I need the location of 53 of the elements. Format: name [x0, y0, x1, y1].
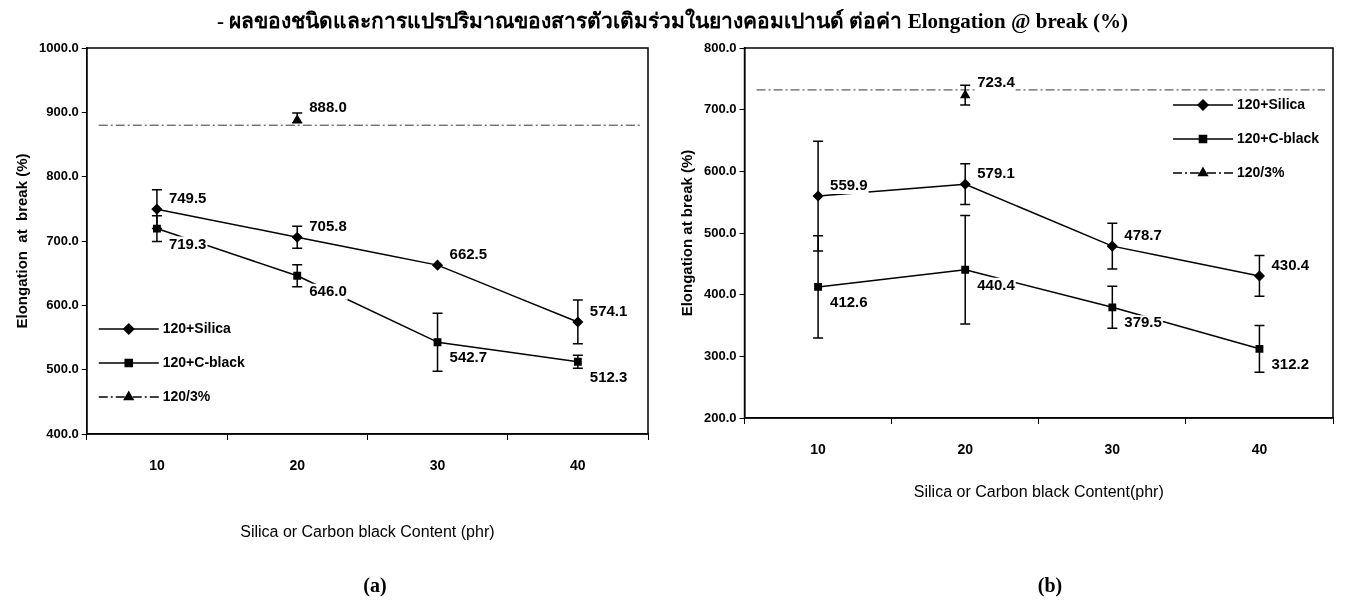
- data-label: 512.3: [589, 367, 628, 385]
- y-tick-label: 700.0: [46, 232, 79, 248]
- data-label: 723.4: [977, 73, 1016, 91]
- legend-label: 120+Silica: [162, 319, 232, 336]
- data-label: 705.8: [309, 217, 347, 235]
- text: (b): [1036, 574, 1064, 597]
- x-tick-label: 40: [1251, 441, 1268, 458]
- y-tick-label: 400.0: [703, 286, 737, 302]
- y-axis-title: Elongation at break (%): [678, 149, 696, 317]
- y-tick-label: 1000.0: [39, 39, 79, 55]
- legend-label: 120+Silica: [1237, 95, 1306, 112]
- data-label: 559.9: [830, 176, 868, 194]
- y-tick-label: 600.0: [46, 296, 79, 312]
- x-tick-label: 30: [429, 457, 446, 474]
- legend-label: 120/3%: [1237, 163, 1286, 180]
- text: (a): [362, 574, 388, 597]
- data-label: 646.0: [309, 281, 347, 299]
- data-label: 574.1: [589, 302, 628, 320]
- y-axis-title: Elongation at break (%): [13, 153, 31, 329]
- y-tick-label: 500.0: [46, 361, 79, 377]
- data-label: 440.4: [977, 275, 1016, 293]
- y-tick-label: 600.0: [703, 162, 737, 178]
- data-label: 749.5: [168, 189, 207, 207]
- data-label: 312.2: [1271, 354, 1309, 372]
- y-tick-label: 800.0: [46, 168, 79, 184]
- legend-label: 120+C-black: [162, 353, 246, 370]
- data-label: 719.3: [168, 234, 207, 252]
- data-label: 379.5: [1124, 313, 1162, 331]
- y-tick-label: 900.0: [46, 103, 79, 119]
- data-label: 412.6: [830, 293, 868, 311]
- x-tick-label: 20: [957, 441, 974, 458]
- data-label: 478.7: [1124, 226, 1162, 244]
- y-tick-label: 200.0: [703, 409, 737, 425]
- data-label: 542.7: [449, 348, 488, 366]
- data-label: 888.0: [309, 98, 347, 116]
- legend-label: 120/3%: [162, 387, 211, 404]
- y-tick-label: 800.0: [703, 39, 737, 55]
- y-tick-label: 700.0: [703, 101, 737, 117]
- x-tick-label: 10: [810, 441, 827, 458]
- legend-label: 120+C-black: [1237, 129, 1320, 146]
- data-label: 579.1: [977, 164, 1015, 182]
- y-tick-label: 500.0: [703, 224, 737, 240]
- y-tick-label: 300.0: [703, 347, 737, 363]
- x-axis-title: Silica or Carbon black Content(phr): [913, 482, 1164, 500]
- x-tick-label: 20: [289, 457, 306, 474]
- y-tick-label: 400.0: [46, 425, 79, 441]
- x-tick-label: 30: [1104, 441, 1121, 458]
- data-label: 662.5: [449, 245, 488, 263]
- data-label: 430.4: [1271, 256, 1310, 274]
- x-tick-label: 10: [149, 457, 165, 474]
- x-axis-title: Silica or Carbon black Content (phr): [240, 522, 495, 540]
- chart-title: - ผลของชนิดและการแปรปริมาณของสารตัวเติมร่วมในยางคอมเปานด์ ต่อค่า Elongation @ break (%): [215, 7, 1130, 35]
- x-tick-label: 40: [570, 457, 586, 474]
